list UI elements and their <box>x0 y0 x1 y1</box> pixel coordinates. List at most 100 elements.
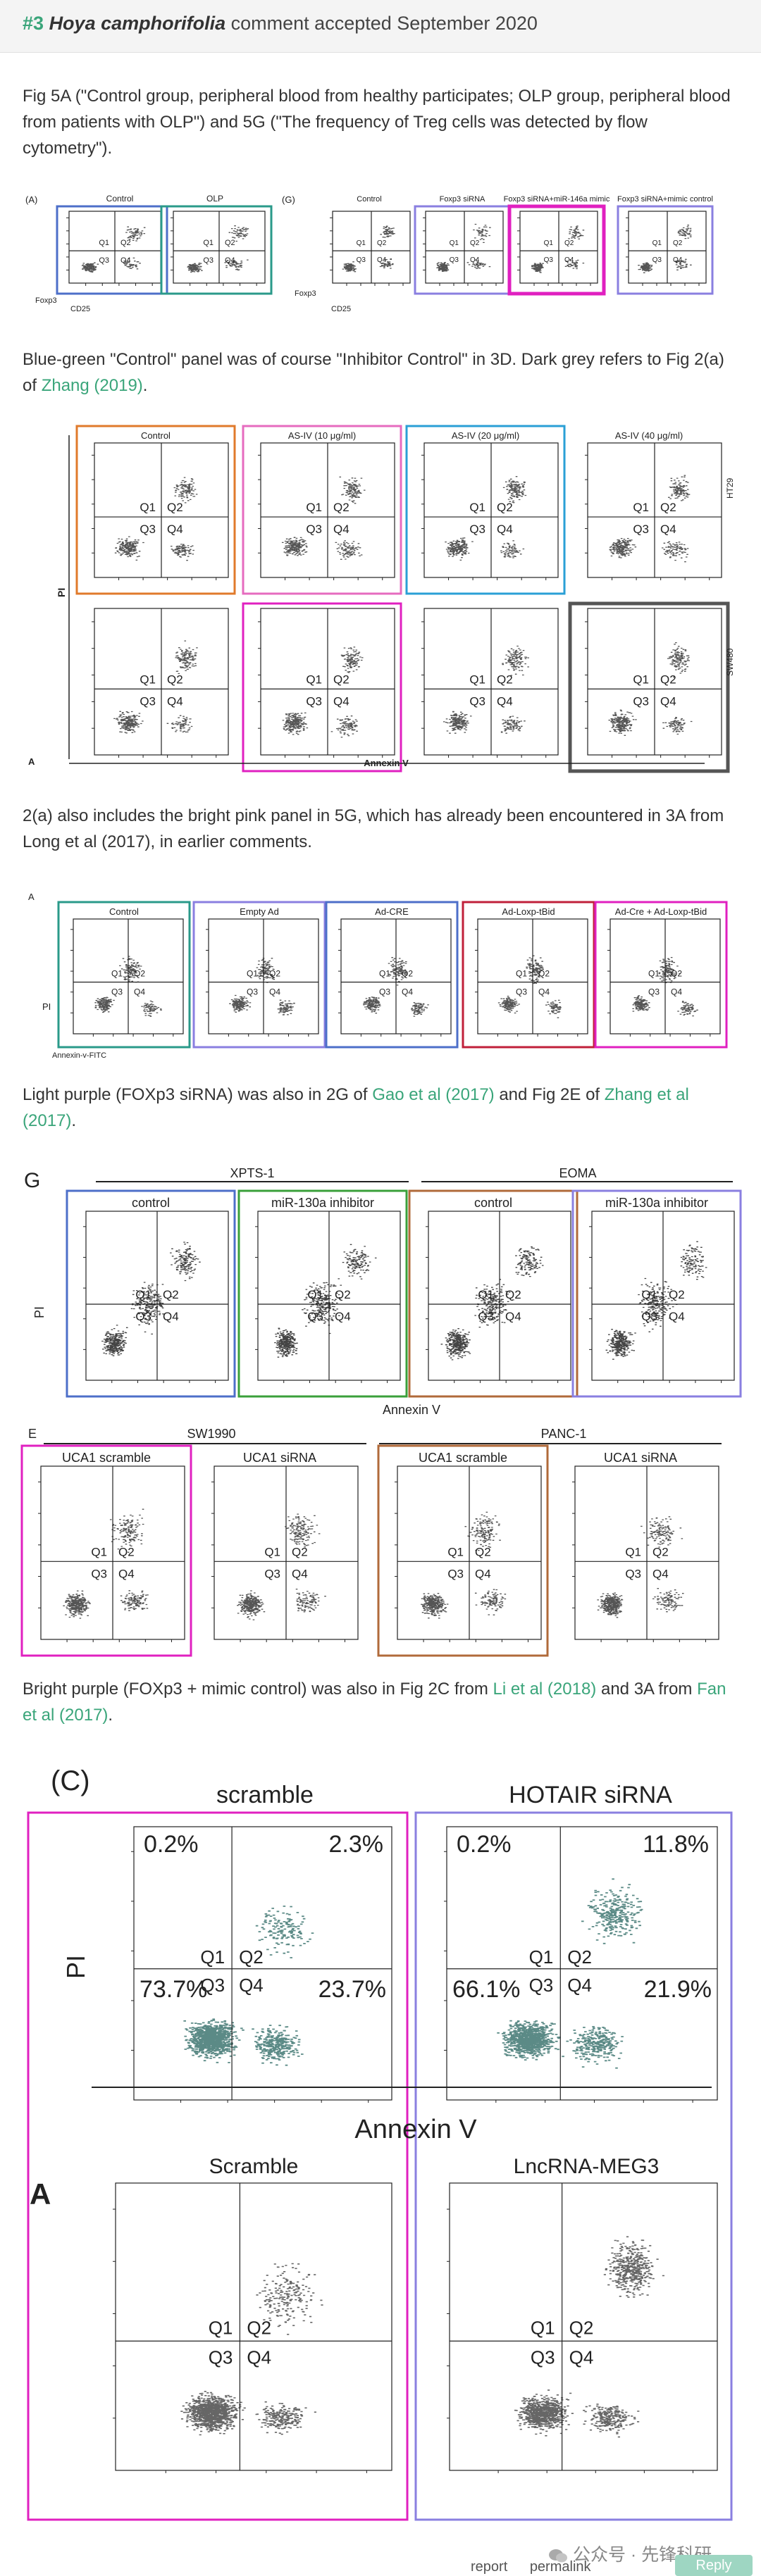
quadrant-q1: Q1 <box>306 501 322 514</box>
quadrant-q1: Q1 <box>140 673 156 686</box>
quadrant-q2: Q2 <box>163 1288 179 1301</box>
quadrant-q4: Q4 <box>333 523 349 536</box>
reply-button[interactable]: Reply <box>675 2555 753 2576</box>
link-gao-2017[interactable]: Gao et al (2017) <box>372 1085 495 1104</box>
highlight-frame <box>568 601 730 773</box>
plot-frame <box>133 1826 392 2101</box>
fig2-ylabel: PI <box>56 588 67 597</box>
quadrant-q1: Q1 <box>140 501 156 514</box>
scatter-points <box>63 1508 149 1619</box>
quadrant-q1: Q1 <box>307 1288 323 1301</box>
quadrant-q2: Q2 <box>269 969 280 979</box>
fig6-plot-meg3 <box>447 2182 718 2473</box>
quadrant-q3: Q3 <box>625 1567 641 1580</box>
figure-6: (C) scramble HOTAIR siRNA 0.2% 2.3% 73.7% 23.7… <box>27 1765 733 2521</box>
highlight-frame <box>57 901 191 1049</box>
paragraph-1: Fig 5A ("Control group, peripheral blood… <box>23 87 731 158</box>
quadrant-q1: Q1 <box>516 969 527 979</box>
fig6-bottom-title-2: LncRNA-MEG3 <box>514 2155 660 2178</box>
plot-title: Control <box>109 906 139 917</box>
fig6-plot-scramble-bottom <box>113 2182 392 2473</box>
quadrant-q4: Q4 <box>538 987 550 997</box>
quadrant-q2: Q2 <box>134 969 145 979</box>
quadrant-q4: Q4 <box>333 694 349 708</box>
quadrant-q3: Q3 <box>247 987 258 997</box>
quadrant-q2: Q2 <box>470 239 480 247</box>
fig1-right-plot-4: Q1 Q2 Q3 Q4 <box>617 205 714 295</box>
scatter-points <box>237 1513 326 1620</box>
quadrant-q3: Q3 <box>478 1310 494 1323</box>
quadrant-q4: Q4 <box>134 987 145 997</box>
quadrant-q3: Q3 <box>379 987 390 997</box>
quadrant-q1: Q1 <box>379 969 390 979</box>
fig2-plot-r1-c1: Control Q1 Q2 Q3 Q4 <box>75 425 236 595</box>
quadrant-q4: Q4 <box>163 1310 179 1323</box>
quadrant-q1: Q1 <box>91 1545 107 1558</box>
fig2-plot-r2-c2: Q1 Q2 Q3 Q4 <box>242 602 402 773</box>
fig1-right-ylabel: Foxp3 <box>295 289 316 298</box>
link-zhang-2017[interactable]: Zhang et al (2017) <box>23 1085 689 1130</box>
link-zhang-2019[interactable]: Zhang (2019) <box>41 376 143 395</box>
fig6-q3-2: Q3 <box>529 1975 554 1996</box>
scatter-points <box>229 958 295 1015</box>
quadrant-q2: Q2 <box>652 1545 669 1558</box>
quadrant-q3: Q3 <box>306 523 322 536</box>
quadrant-q1: Q1 <box>447 1545 464 1558</box>
fig4-plot-2: miR-130a inhibitor Q1 Q2 Q3 Q4 <box>237 1189 408 1398</box>
permalink-link[interactable]: permalink <box>529 2559 591 2575</box>
quadrant-q1: Q1 <box>247 969 258 979</box>
fig6-pct-q1-2: 0.2% <box>457 1831 512 1858</box>
plot-title: Ad-Loxp-tBid <box>502 906 555 917</box>
paragraph-2-text: Blue-green "Control" panel was of course… <box>23 350 724 395</box>
plot-title: UCA1 scramble <box>62 1451 151 1465</box>
quadrant-q3: Q3 <box>135 1310 151 1323</box>
fig1-right-plot-1: Q1 Q2 Q3 Q4 <box>330 211 411 286</box>
quadrant-q3: Q3 <box>91 1567 107 1580</box>
highlight-frame <box>408 1189 579 1398</box>
fig2-xlabel: Annexin V <box>364 758 409 768</box>
quadrant-q4: Q4 <box>660 694 676 708</box>
fig6-xlabel: Annexin V <box>354 2115 477 2144</box>
paragraph-5-text: Bright purple (FOXp3 + mimic control) wa… <box>23 1680 493 1699</box>
comment-status: comment accepted September 2020 <box>230 13 538 34</box>
quadrant-q1: Q1 <box>469 501 485 514</box>
comment-number[interactable]: #3 <box>23 13 44 34</box>
fig4-xlabel: Annexin V <box>383 1403 440 1417</box>
fig4-group-2: EOMA <box>559 1166 596 1180</box>
quadrant-q1: Q1 <box>633 501 649 514</box>
fig1-right-title-4: Foxp3 siRNA+mimic control <box>617 195 713 204</box>
paragraph-4: Light purple (FOXp3 siRNA) was also in 2… <box>23 1082 734 1134</box>
paragraph-5-end: . <box>108 1706 113 1725</box>
comment-footer: 公众号 · 先锋科研 report permalink Reply <box>0 2538 761 2576</box>
fig4-plot-1: control Q1 Q2 Q3 Q4 <box>66 1189 236 1398</box>
scatter-points <box>597 1516 684 1618</box>
link-li-2018[interactable]: Li et al (2018) <box>493 1680 597 1699</box>
quadrant-q4: Q4 <box>673 256 683 264</box>
quadrant-q1: Q1 <box>99 239 109 247</box>
quadrant-q4: Q4 <box>269 987 280 997</box>
paragraph-2: Blue-green "Control" panel was of course… <box>23 346 734 399</box>
fig6-pct-q4-2: 21.9% <box>644 1976 712 2003</box>
link-fan-2017[interactable]: Fan et al (2017) <box>23 1680 726 1725</box>
fig6-frame-pink <box>27 1811 409 2521</box>
fig4-group-1: XPTS-1 <box>230 1166 274 1180</box>
plot-title: UCA1 scramble <box>419 1451 507 1465</box>
fig4-plot-4: miR-130a inhibitor Q1 Q2 Q3 Q4 <box>571 1189 742 1398</box>
fig6-bottom-q4-2: Q4 <box>569 2346 594 2368</box>
fig1-left-ylabel: Foxp3 <box>35 296 57 305</box>
highlight-frame <box>20 1444 192 1657</box>
comment-author[interactable]: Hoya camphorifolia <box>49 13 226 34</box>
scatter-points <box>531 225 585 273</box>
fig6-q4-2: Q4 <box>567 1975 592 1996</box>
scatter-points <box>445 476 527 561</box>
highlight-frame <box>405 425 566 595</box>
fig6-q2-1: Q2 <box>239 1946 264 1968</box>
plot-title: UCA1 siRNA <box>604 1451 677 1465</box>
report-link[interactable]: report <box>471 2559 508 2575</box>
plot-title: Ad-CRE <box>375 906 409 917</box>
quadrant-q2: Q2 <box>671 969 682 979</box>
quadrant-q3: Q3 <box>357 256 366 264</box>
quadrant-q1: Q1 <box>111 969 123 979</box>
fig2-row-label-1: HT29 <box>725 477 735 499</box>
